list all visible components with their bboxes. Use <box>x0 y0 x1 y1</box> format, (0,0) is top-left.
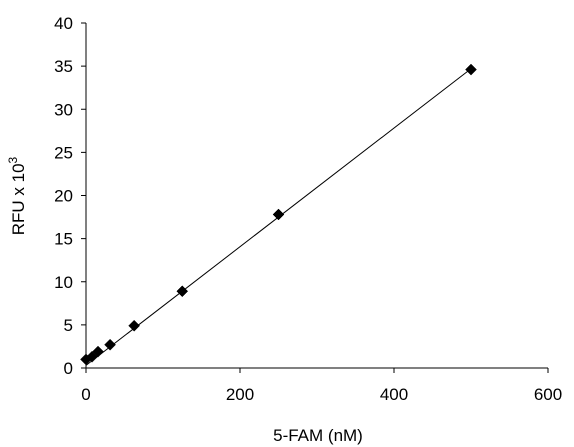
y-tick-label: 5 <box>64 316 73 335</box>
y-tick-label: 0 <box>64 359 73 378</box>
y-tick-label: 20 <box>54 187 73 206</box>
y-tick-label: 10 <box>54 273 73 292</box>
data-points <box>80 63 477 366</box>
data-point <box>272 208 285 221</box>
x-tick-label: 200 <box>226 385 254 404</box>
y-ticks: 0 5 10 15 20 25 30 35 40 <box>54 14 86 378</box>
axes <box>85 23 548 369</box>
x-tick-label: 400 <box>380 385 408 404</box>
x-tick-label: 0 <box>81 385 90 404</box>
y-tick-label: 40 <box>54 14 73 33</box>
data-point <box>104 338 116 351</box>
x-ticks: 0 200 400 600 <box>81 368 562 404</box>
y-tick-label: 15 <box>54 230 73 249</box>
y-axis-title: RFU x 103 <box>6 156 28 235</box>
x-tick-label: 600 <box>534 385 562 404</box>
y-axis-title-main: RFU x 10 <box>9 163 28 235</box>
y-tick-label: 30 <box>54 100 73 119</box>
y-tick-label: 25 <box>54 143 73 162</box>
y-tick-label: 35 <box>54 57 73 76</box>
data-point <box>176 285 189 298</box>
x-axis-title: 5-FAM (nM) <box>273 426 363 445</box>
y-axis-title-superscript: 3 <box>6 156 20 163</box>
data-point <box>128 319 140 332</box>
data-point <box>92 345 104 358</box>
data-point <box>465 63 477 76</box>
